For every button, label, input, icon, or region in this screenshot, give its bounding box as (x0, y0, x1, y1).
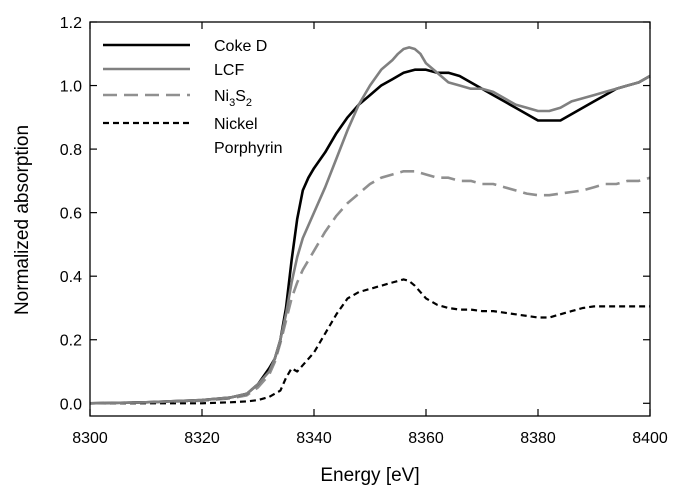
y-tick-label: 0.6 (60, 206, 82, 223)
x-tick-label: 8300 (72, 430, 108, 447)
series-line-nickel-porphyrin (90, 278, 650, 405)
legend-label-ni3s2: Ni3S2 (214, 88, 252, 109)
series-line-lcf (89, 46, 651, 405)
series-line-coke-d (89, 68, 651, 405)
series-layer (89, 46, 651, 405)
x-axis-ticks: 8300 8320 8340 8360 8380 8400 (72, 22, 668, 447)
y-tick-label: 0.4 (60, 269, 82, 286)
plot-frame (89, 21, 651, 417)
legend-label-lcf: LCF (214, 62, 244, 79)
legend: Coke D LCF Ni3S2 Nickel Porphyrin (103, 38, 282, 157)
legend-label-nickel: Nickel (214, 116, 258, 133)
x-tick-label: 8400 (632, 430, 668, 447)
y-tick-label: 0.2 (60, 333, 82, 350)
legend-label-porphyrin: Porphyrin (214, 140, 282, 157)
y-axis-ticks: 0.0 0.2 0.4 0.6 0.8 1.0 1.2 (60, 15, 650, 413)
x-tick-label: 8360 (408, 430, 444, 447)
y-tick-label: 1.2 (60, 15, 82, 32)
x-axis-title: Energy [eV] (320, 465, 419, 486)
x-tick-label: 8380 (520, 430, 556, 447)
legend-label-coke-d: Coke D (214, 38, 267, 55)
y-axis-title: Normalized absorption (12, 125, 33, 315)
series-line-ni3s2 (89, 170, 651, 405)
y-tick-label: 0.0 (60, 396, 82, 413)
y-tick-label: 1.0 (60, 79, 82, 96)
x-tick-label: 8320 (184, 430, 220, 447)
x-tick-label: 8340 (296, 430, 332, 447)
y-tick-label: 0.8 (60, 142, 82, 159)
